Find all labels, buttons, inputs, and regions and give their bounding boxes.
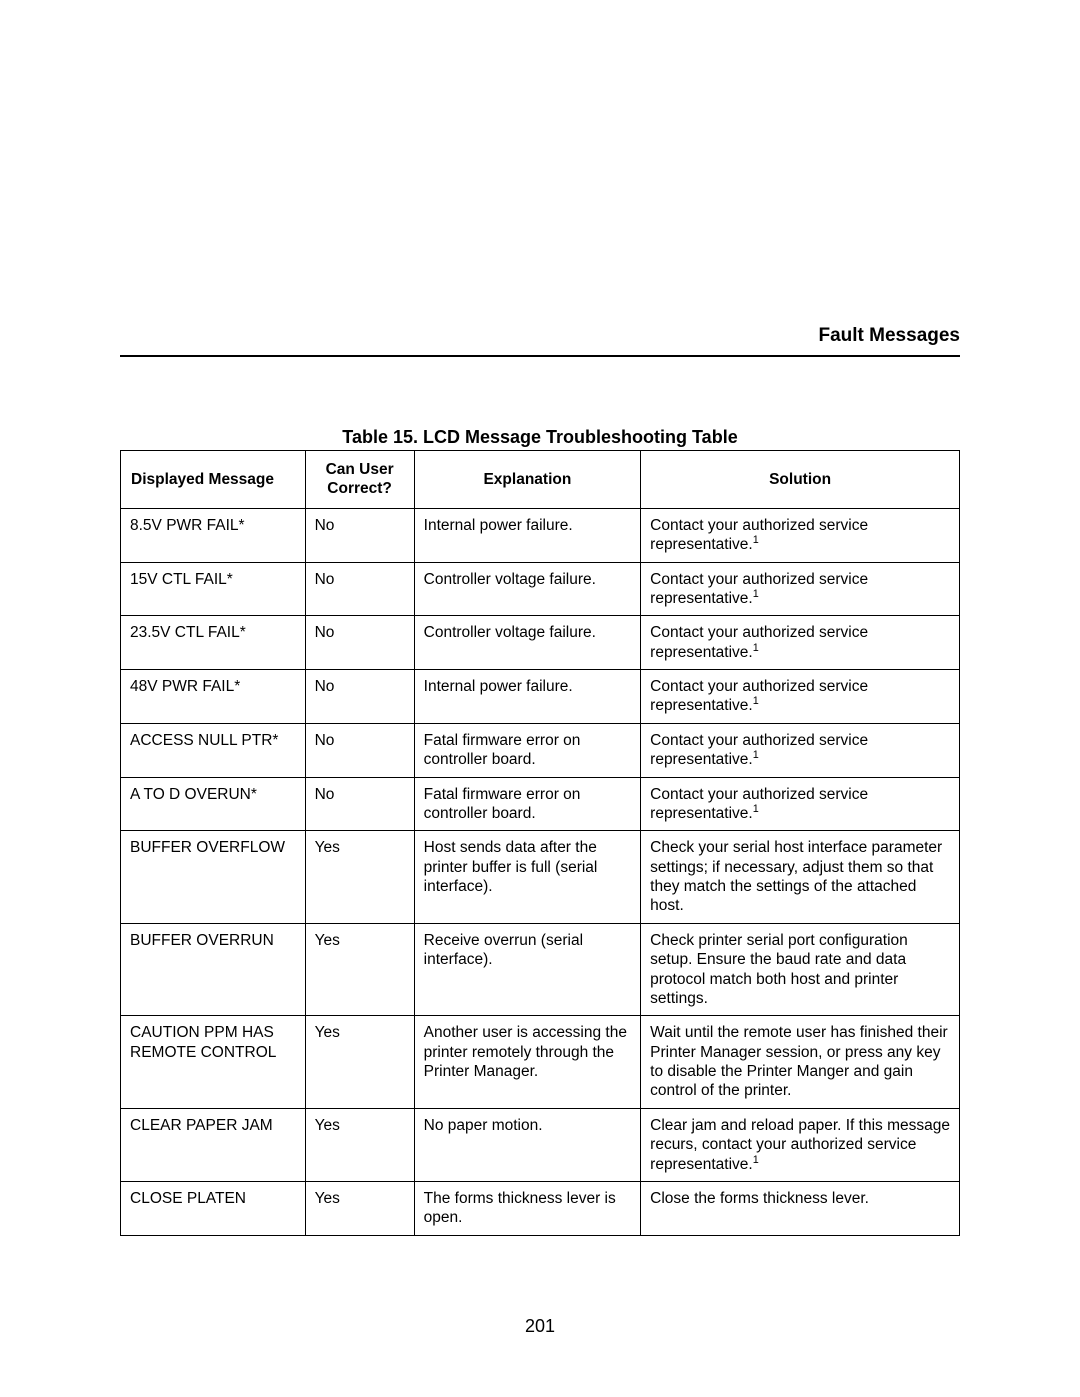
col-header-solution: Solution	[641, 451, 960, 509]
cell-solution: Contact your authorized service represen…	[641, 508, 960, 562]
header-area: Fault Messages Table 15. LCD Message Tro…	[120, 325, 960, 464]
cell-correct: No	[305, 616, 414, 670]
cell-explanation: The forms thickness lever is open.	[414, 1181, 641, 1235]
table-body: 8.5V PWR FAIL*NoInternal power failure.C…	[121, 508, 960, 1235]
table-row: 23.5V CTL FAIL*NoController voltage fail…	[121, 616, 960, 670]
cell-solution: Clear jam and reload paper. If this mess…	[641, 1108, 960, 1181]
cell-message: BUFFER OVERRUN	[121, 923, 306, 1016]
page-number: 201	[0, 1316, 1080, 1337]
cell-correct: Yes	[305, 1181, 414, 1235]
footnote-ref: 1	[753, 1153, 759, 1165]
cell-message: BUFFER OVERFLOW	[121, 831, 306, 924]
col-header-message: Displayed Message	[121, 451, 306, 509]
table-row: 15V CTL FAIL*NoController voltage failur…	[121, 562, 960, 616]
cell-solution: Check your serial host interface paramet…	[641, 831, 960, 924]
cell-solution: Contact your authorized service represen…	[641, 670, 960, 724]
cell-solution: Check printer serial port configuration …	[641, 923, 960, 1016]
cell-solution: Close the forms thickness lever.	[641, 1181, 960, 1235]
cell-message: CAUTION PPM HAS REMOTE CONTROL	[121, 1016, 306, 1109]
table-row: CAUTION PPM HAS REMOTE CONTROLYesAnother…	[121, 1016, 960, 1109]
footnote-ref: 1	[753, 588, 759, 600]
cell-message: ACCESS NULL PTR*	[121, 723, 306, 777]
troubleshooting-table: Displayed Message Can User Correct? Expl…	[120, 450, 960, 1236]
cell-message: 48V PWR FAIL*	[121, 670, 306, 724]
cell-explanation: No paper motion.	[414, 1108, 641, 1181]
cell-message: 23.5V CTL FAIL*	[121, 616, 306, 670]
footnote-ref: 1	[753, 695, 759, 707]
content-area: Displayed Message Can User Correct? Expl…	[120, 450, 960, 1236]
table-row: BUFFER OVERRUNYesReceive overrun (serial…	[121, 923, 960, 1016]
col-header-explanation: Explanation	[414, 451, 641, 509]
cell-message: A TO D OVERUN*	[121, 777, 306, 831]
cell-correct: No	[305, 508, 414, 562]
cell-correct: Yes	[305, 923, 414, 1016]
col-header-correct: Can User Correct?	[305, 451, 414, 509]
footnote-ref: 1	[753, 749, 759, 761]
table-row: 48V PWR FAIL*NoInternal power failure.Co…	[121, 670, 960, 724]
cell-correct: Yes	[305, 831, 414, 924]
table-title: Table 15. LCD Message Troubleshooting Ta…	[120, 427, 960, 448]
cell-correct: No	[305, 562, 414, 616]
cell-explanation: Internal power failure.	[414, 670, 641, 724]
footnote-ref: 1	[753, 641, 759, 653]
cell-explanation: Controller voltage failure.	[414, 562, 641, 616]
cell-explanation: Receive overrun (serial interface).	[414, 923, 641, 1016]
cell-solution: Contact your authorized service represen…	[641, 777, 960, 831]
table-row: BUFFER OVERFLOWYesHost sends data after …	[121, 831, 960, 924]
cell-correct: No	[305, 777, 414, 831]
table-row: CLOSE PLATENYesThe forms thickness lever…	[121, 1181, 960, 1235]
cell-correct: No	[305, 670, 414, 724]
cell-correct: Yes	[305, 1016, 414, 1109]
cell-explanation: Host sends data after the printer buffer…	[414, 831, 641, 924]
table-row: 8.5V PWR FAIL*NoInternal power failure.C…	[121, 508, 960, 562]
cell-message: 8.5V PWR FAIL*	[121, 508, 306, 562]
cell-solution: Contact your authorized service represen…	[641, 616, 960, 670]
cell-explanation: Internal power failure.	[414, 508, 641, 562]
footnote-ref: 1	[753, 534, 759, 546]
table-row: ACCESS NULL PTR*NoFatal firmware error o…	[121, 723, 960, 777]
cell-correct: No	[305, 723, 414, 777]
table-head: Displayed Message Can User Correct? Expl…	[121, 451, 960, 509]
section-title: Fault Messages	[120, 325, 960, 357]
cell-message: 15V CTL FAIL*	[121, 562, 306, 616]
cell-explanation: Fatal firmware error on controller board…	[414, 723, 641, 777]
cell-solution: Contact your authorized service represen…	[641, 562, 960, 616]
cell-correct: Yes	[305, 1108, 414, 1181]
cell-solution: Wait until the remote user has finished …	[641, 1016, 960, 1109]
cell-explanation: Another user is accessing the printer re…	[414, 1016, 641, 1109]
cell-explanation: Fatal firmware error on controller board…	[414, 777, 641, 831]
table-row: CLEAR PAPER JAMYesNo paper motion.Clear …	[121, 1108, 960, 1181]
table-row: A TO D OVERUN*NoFatal firmware error on …	[121, 777, 960, 831]
cell-message: CLEAR PAPER JAM	[121, 1108, 306, 1181]
table-header-row: Displayed Message Can User Correct? Expl…	[121, 451, 960, 509]
cell-explanation: Controller voltage failure.	[414, 616, 641, 670]
page: Fault Messages Table 15. LCD Message Tro…	[0, 0, 1080, 1397]
footnote-ref: 1	[753, 803, 759, 815]
cell-solution: Contact your authorized service represen…	[641, 723, 960, 777]
cell-message: CLOSE PLATEN	[121, 1181, 306, 1235]
